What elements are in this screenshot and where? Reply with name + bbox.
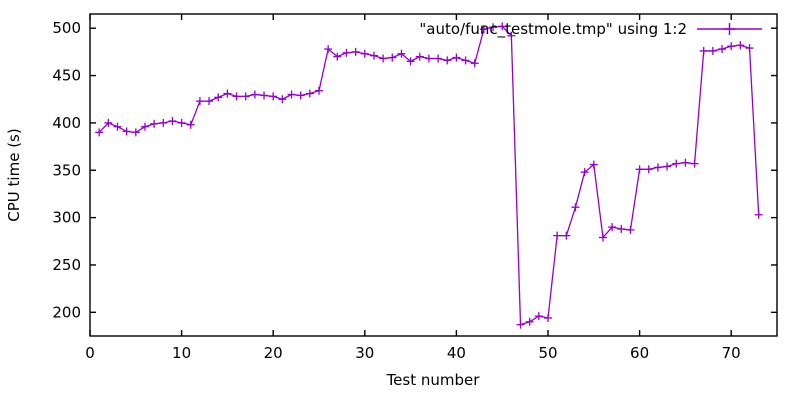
x-tick-label: 20 xyxy=(264,344,283,362)
y-tick-label: 500 xyxy=(52,19,81,37)
plot-border xyxy=(89,13,778,337)
legend-entry-label: "auto/func_testmole.tmp" using 1:2 xyxy=(419,20,687,39)
series-markers xyxy=(95,22,763,329)
data-series-layer xyxy=(95,22,763,329)
legend: "auto/func_testmole.tmp" using 1:2 xyxy=(419,20,762,39)
x-tick-label: 50 xyxy=(538,344,557,362)
legend-sample-marker xyxy=(723,23,736,35)
y-axis-ticks: 200 250 300 350 400 450 500 xyxy=(52,19,777,321)
y-tick-label: 200 xyxy=(52,303,81,321)
y-tick-label: 350 xyxy=(52,161,81,179)
y-tick-label: 300 xyxy=(52,209,81,227)
y-axis-title: CPU time (s) xyxy=(5,128,23,221)
y-tick-label: 400 xyxy=(52,114,81,132)
x-tick-label: 60 xyxy=(630,344,649,362)
x-axis-title: Test number xyxy=(386,371,481,389)
y-tick-label: 450 xyxy=(52,67,81,85)
x-tick-label: 40 xyxy=(447,344,466,362)
x-tick-label: 30 xyxy=(355,344,374,362)
x-tick-label: 0 xyxy=(85,344,95,362)
y-tick-label: 250 xyxy=(52,256,81,274)
x-tick-label: 70 xyxy=(722,344,741,362)
x-axis-ticks: 0 10 20 30 40 50 60 70 xyxy=(85,14,741,362)
x-tick-label: 10 xyxy=(172,344,191,362)
